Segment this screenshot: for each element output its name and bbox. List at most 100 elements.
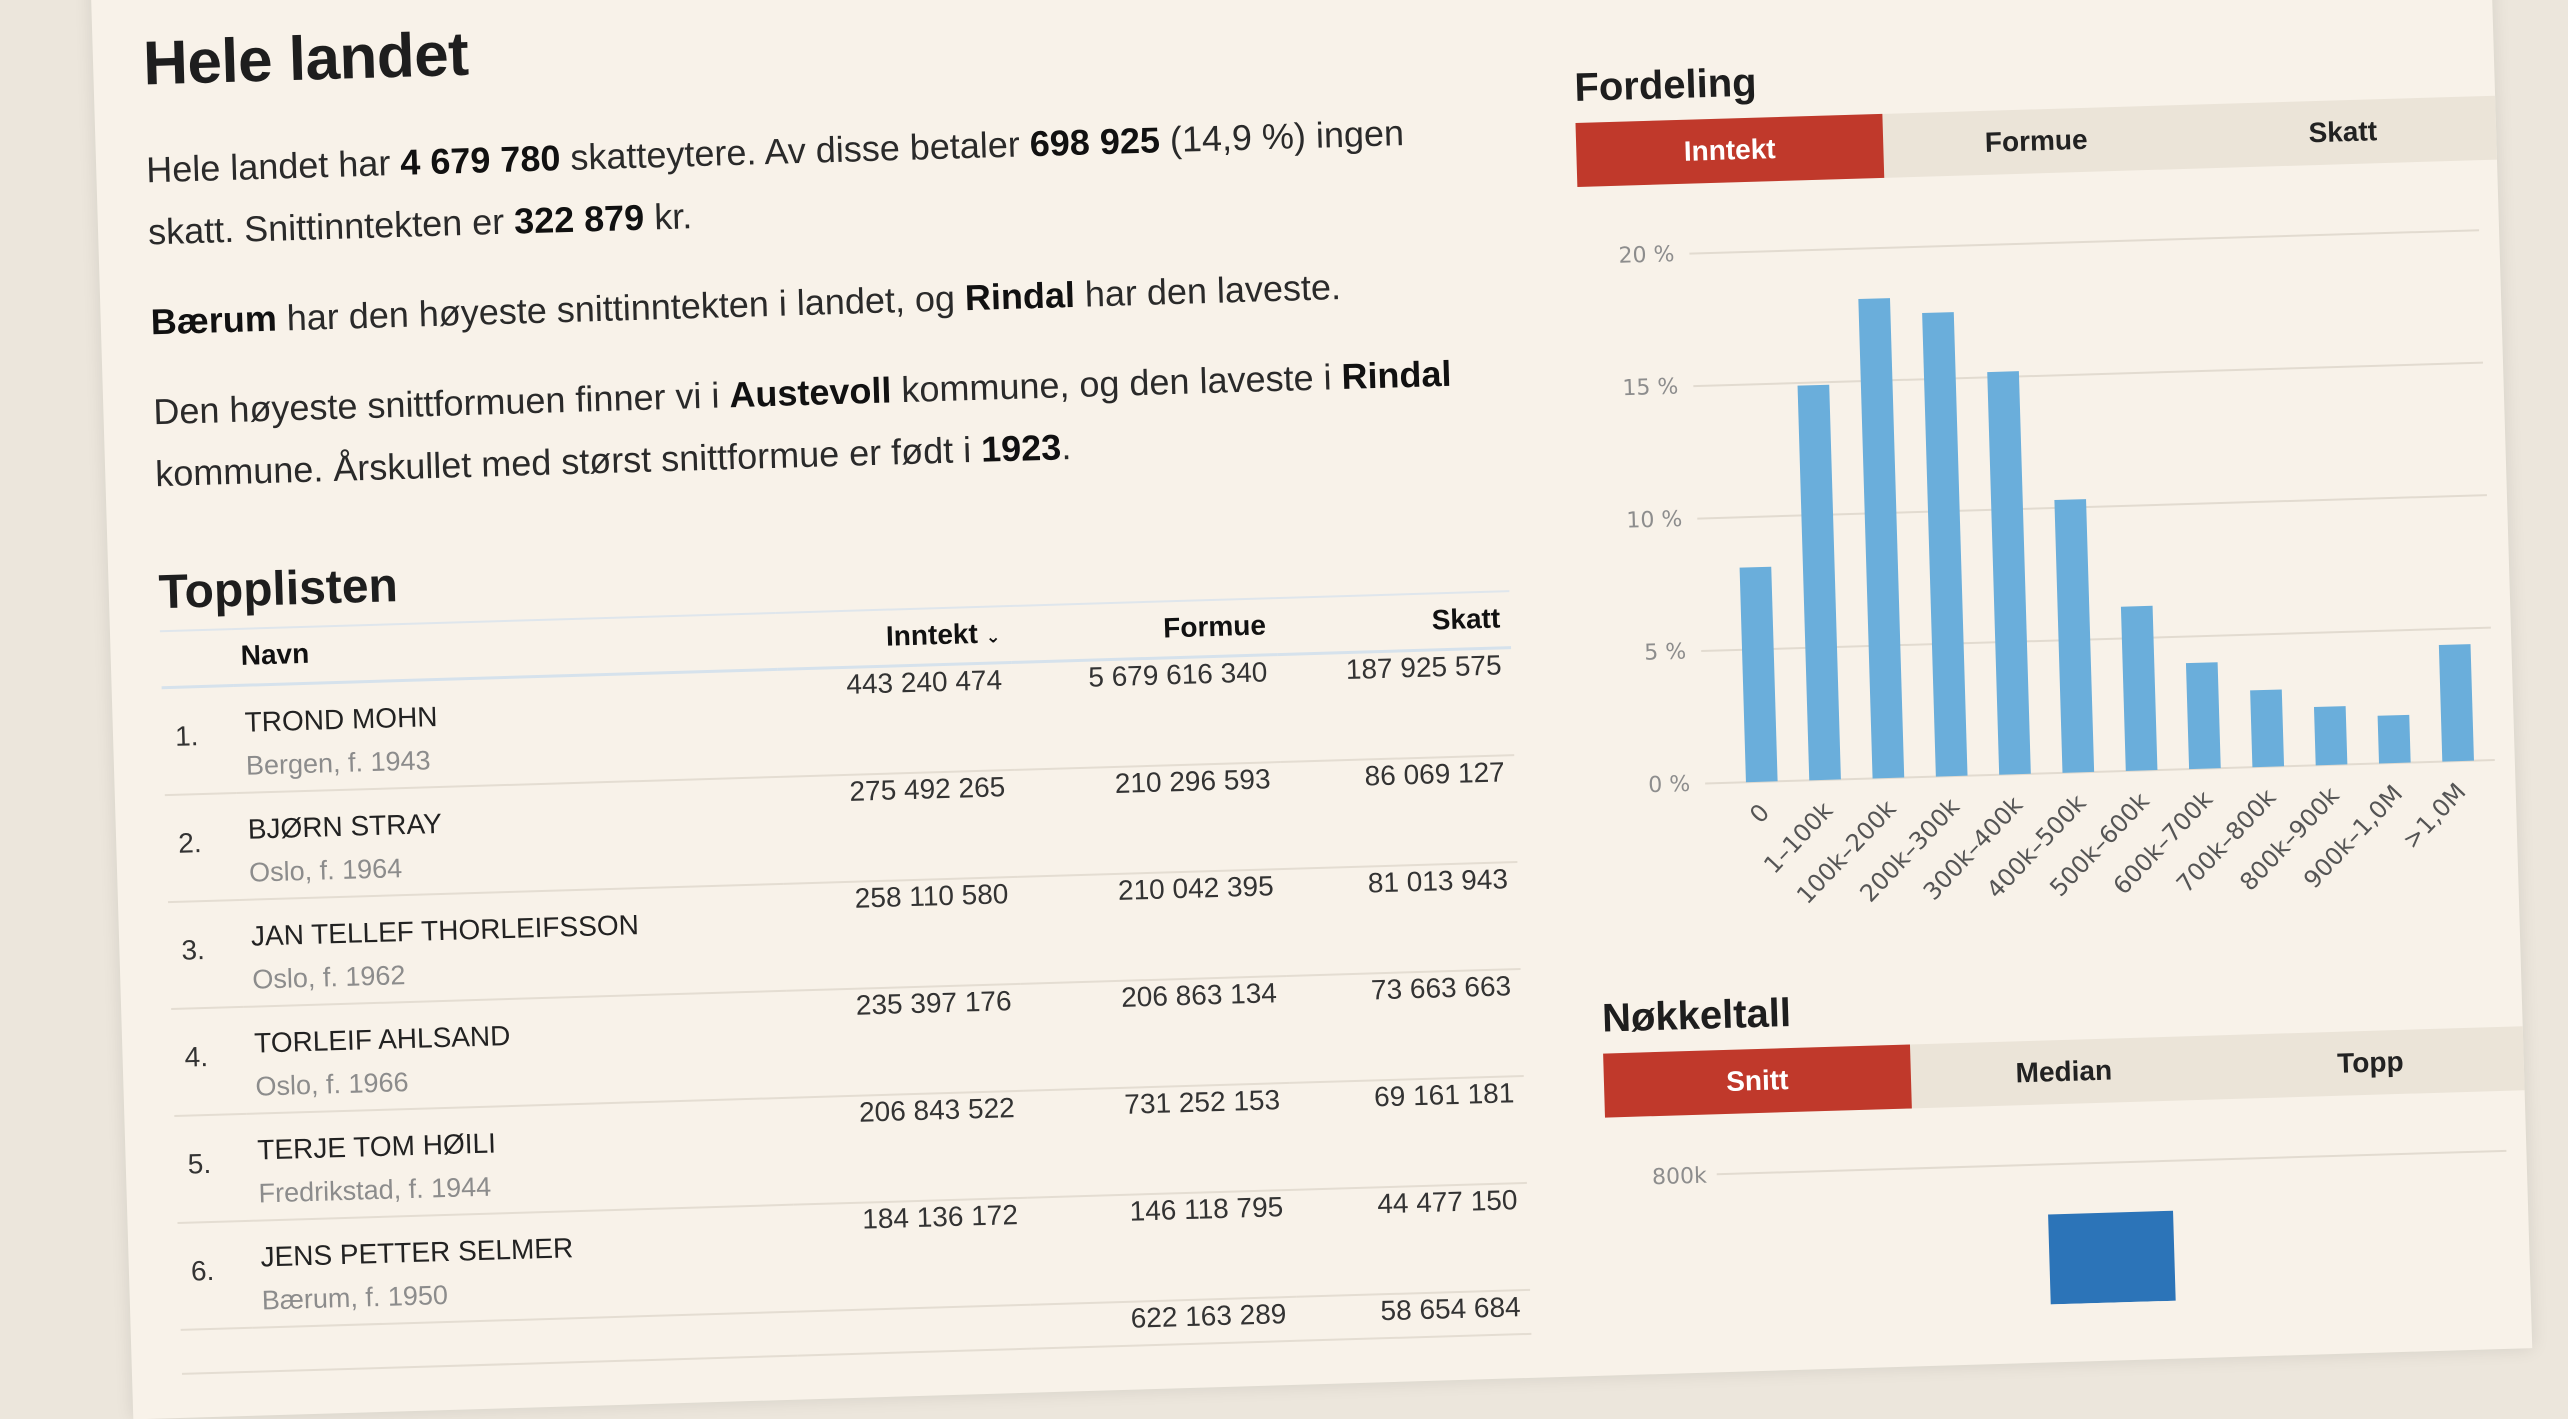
bar-1[interactable] bbox=[1797, 384, 1841, 781]
row-tax: 69 161 181 bbox=[1289, 1075, 1527, 1190]
row-rank: 6. bbox=[177, 1220, 253, 1330]
row-wealth: 731 252 153 bbox=[1024, 1082, 1293, 1198]
row-rank: 1. bbox=[161, 685, 237, 796]
x-category-label: >1,0M bbox=[2397, 778, 2472, 855]
bar-0[interactable] bbox=[1739, 566, 1778, 783]
bar-7[interactable] bbox=[2185, 662, 2221, 770]
row-wealth: 210 296 593 bbox=[1014, 762, 1284, 877]
row-tax: 81 013 943 bbox=[1283, 862, 1521, 976]
intro-paragraph-1: Hele landet har 4 679 780 skatteytere. A… bbox=[145, 112, 1405, 253]
person-name[interactable]: TORLEIF AHLSAND bbox=[253, 1020, 511, 1059]
y-tick-label: 0 % bbox=[1648, 772, 1691, 798]
row-income: 235 397 176 bbox=[786, 983, 1025, 1098]
row-income bbox=[796, 1304, 1032, 1356]
row-person: TORLEIF AHLSAND Oslo, f. 1966 bbox=[243, 990, 791, 1114]
key-y-tick-label: 800k bbox=[1652, 1164, 1708, 1191]
bar-4[interactable] bbox=[1987, 371, 2031, 775]
row-tax: 187 925 575 bbox=[1276, 647, 1515, 763]
bar-5[interactable] bbox=[2054, 499, 2095, 773]
person-name[interactable]: BJØRN STRAY bbox=[247, 807, 443, 845]
row-wealth: 5 679 616 340 bbox=[1011, 654, 1280, 770]
row-rank: 4. bbox=[171, 1006, 247, 1117]
x-category-label: 0 bbox=[1744, 798, 1775, 828]
person-meta: Bærum, f. 1950 bbox=[261, 1279, 449, 1316]
row-rank bbox=[180, 1327, 254, 1374]
row-rank: 2. bbox=[164, 793, 240, 903]
bar-9[interactable] bbox=[2313, 706, 2348, 766]
column-header-income[interactable]: Inntekt ⌄ bbox=[775, 605, 1012, 670]
row-wealth: 146 118 795 bbox=[1027, 1189, 1296, 1305]
y-tick-label: 10 % bbox=[1626, 507, 1683, 534]
row-wealth: 210 042 395 bbox=[1017, 869, 1287, 984]
row-income: 184 136 172 bbox=[793, 1197, 1031, 1312]
y-tick-label: 15 % bbox=[1622, 375, 1679, 402]
row-income: 258 110 580 bbox=[783, 876, 1022, 991]
person-name[interactable]: TROND MOHN bbox=[244, 701, 438, 738]
bar-10[interactable] bbox=[2377, 714, 2411, 764]
highest-income-municipality: Bærum bbox=[150, 297, 278, 343]
tab-formue[interactable]: Formue bbox=[1984, 123, 2089, 158]
row-income: 275 492 265 bbox=[780, 769, 1018, 884]
page-title: Hele landet bbox=[142, 19, 470, 99]
person-meta bbox=[264, 1345, 788, 1361]
toplist-body: 1. TROND MOHN Bergen, f. 1943 443 240 474 5 … bbox=[161, 647, 1532, 1374]
person-meta: Bergen, f. 1943 bbox=[245, 745, 431, 781]
column-header-wealth[interactable]: Formue bbox=[1009, 598, 1277, 663]
bar-8[interactable] bbox=[2250, 689, 2285, 768]
row-income: 206 843 522 bbox=[790, 1090, 1028, 1205]
tab-snitt[interactable]: Snitt bbox=[1603, 1044, 1912, 1118]
lowest-wealth-municipality: Rindal bbox=[1340, 352, 1453, 398]
tab-skatt[interactable]: Skatt bbox=[2308, 115, 2378, 149]
row-person: JAN TELLEF THORLEIFSSON Oslo, f. 1962 bbox=[239, 883, 787, 1007]
column-header-tax[interactable]: Skatt bbox=[1275, 591, 1512, 655]
person-name[interactable]: JAN TELLEF THORLEIFSSON bbox=[250, 909, 640, 952]
tab-topp[interactable]: Topp bbox=[2336, 1045, 2404, 1079]
row-tax: 44 477 150 bbox=[1292, 1182, 1531, 1297]
bar-6[interactable] bbox=[2120, 605, 2158, 771]
average-income: 322 879 bbox=[513, 196, 645, 242]
person-name[interactable]: JENS PETTER SELMER bbox=[260, 1232, 574, 1273]
row-income: 443 240 474 bbox=[777, 662, 1015, 777]
keyfigures-chart: 800k bbox=[1652, 1149, 2507, 1305]
row-wealth: 622 163 289 bbox=[1030, 1296, 1298, 1349]
bar-11[interactable] bbox=[2438, 644, 2474, 762]
row-wealth: 206 863 134 bbox=[1021, 975, 1290, 1091]
person-name[interactable] bbox=[263, 1333, 787, 1349]
person-meta: Oslo, f. 1962 bbox=[251, 960, 406, 995]
wealthiest-birth-year: 1923 bbox=[980, 426, 1062, 470]
y-tick-label: 5 % bbox=[1644, 639, 1687, 665]
row-tax: 86 069 127 bbox=[1279, 755, 1518, 870]
row-person: TROND MOHN Bergen, f. 1943 bbox=[233, 669, 781, 794]
tab-median[interactable]: Median bbox=[2015, 1054, 2113, 1089]
bar-2[interactable] bbox=[1858, 298, 1905, 779]
row-tax: 73 663 663 bbox=[1286, 969, 1524, 1083]
row-person: BJØRN STRAY Oslo, f. 1964 bbox=[236, 776, 784, 900]
intro-paragraph-3: Den høyeste snittformuen finner vi i Aus… bbox=[152, 352, 1453, 495]
person-meta: Fredrikstad, f. 1944 bbox=[258, 1171, 492, 1209]
toplist-table: Navn Inntekt ⌄ Formue Skatt 1. TROND MOHN… bbox=[159, 590, 1532, 1375]
y-gridline bbox=[1689, 229, 2480, 255]
y-gridline bbox=[1693, 361, 2484, 388]
highest-wealth-municipality: Austevoll bbox=[728, 369, 893, 416]
bar-3[interactable] bbox=[1922, 312, 1968, 777]
charts-column: Fordeling Inntekt Formue Skatt 0 % 5 % 10 … bbox=[1574, 39, 2531, 1318]
y-tick-label: 20 % bbox=[1618, 242, 1675, 269]
row-rank: 5. bbox=[174, 1113, 250, 1223]
person-meta: Oslo, f. 1966 bbox=[255, 1067, 409, 1102]
person-name[interactable]: TERJE TOM HØILI bbox=[256, 1127, 497, 1166]
person-meta: Oslo, f. 1964 bbox=[248, 853, 403, 888]
chevron-down-icon: ⌄ bbox=[985, 626, 1002, 647]
keyfigures-section: Nøkkeltall Snitt Median Topp 800k bbox=[1601, 969, 2530, 1317]
row-person: JENS PETTER SELMER Bærum, f. 1950 bbox=[249, 1204, 797, 1328]
tab-inntekt[interactable]: Inntekt bbox=[1575, 113, 1884, 187]
key-gridline bbox=[1716, 1149, 2507, 1176]
summary-column: Hele landet Hele landet har 4 679 780 sk… bbox=[142, 0, 1532, 1375]
page-card: Hele landet Hele landet har 4 679 780 sk… bbox=[90, 0, 2533, 1419]
key-bar bbox=[2048, 1210, 2176, 1305]
taxpayer-count: 4 679 780 bbox=[399, 137, 562, 183]
row-tax: 58 654 684 bbox=[1295, 1289, 1532, 1341]
row-rank: 3. bbox=[167, 899, 244, 1010]
row-person: TERJE TOM HØILI Fredrikstad, f. 1944 bbox=[246, 1097, 794, 1221]
intro-paragraph-2: Bærum har den høyeste snittinntekten i l… bbox=[150, 266, 1342, 343]
nontax-count: 698 925 bbox=[1029, 119, 1161, 165]
